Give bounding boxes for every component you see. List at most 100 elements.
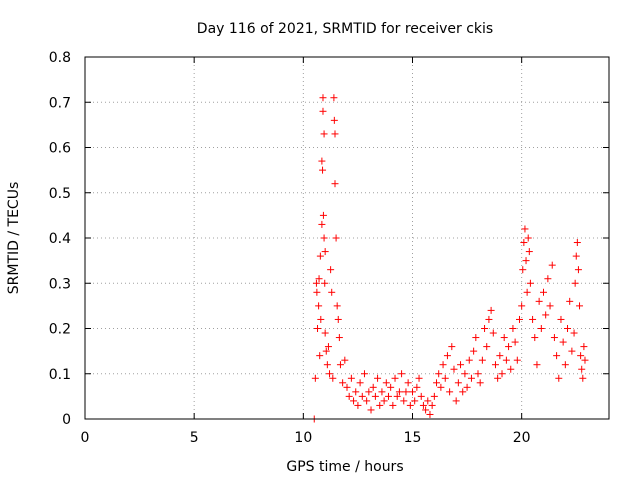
data-point xyxy=(478,356,486,364)
y-tick-label: 0.7 xyxy=(49,95,71,111)
data-point xyxy=(311,374,319,382)
x-tick-label: 20 xyxy=(513,430,531,446)
data-point xyxy=(318,220,326,228)
data-point xyxy=(443,352,451,360)
data-point xyxy=(419,401,427,409)
data-point xyxy=(524,234,532,242)
data-point xyxy=(365,388,373,396)
data-point xyxy=(573,239,581,247)
data-point xyxy=(476,379,484,387)
y-tick-label: 0.6 xyxy=(49,141,71,157)
data-point xyxy=(561,361,569,369)
data-point xyxy=(363,397,371,405)
data-point xyxy=(402,388,410,396)
data-point xyxy=(467,374,475,382)
data-point xyxy=(446,388,454,396)
y-tick-label: 0.2 xyxy=(49,322,71,338)
data-point xyxy=(398,370,406,378)
data-point xyxy=(448,343,456,351)
data-point xyxy=(491,361,499,369)
data-point xyxy=(553,352,561,360)
data-point xyxy=(382,379,390,387)
data-point xyxy=(439,361,447,369)
y-tick-label: 0.1 xyxy=(49,367,71,383)
data-point xyxy=(334,315,342,323)
data-points xyxy=(310,94,589,423)
data-point xyxy=(498,370,506,378)
data-point xyxy=(465,356,473,364)
data-point xyxy=(441,374,449,382)
data-point xyxy=(519,266,527,274)
data-point xyxy=(387,383,395,391)
data-point xyxy=(523,288,531,296)
data-point xyxy=(384,392,392,400)
data-point xyxy=(426,410,434,418)
data-point xyxy=(369,383,377,391)
data-point xyxy=(529,315,537,323)
data-point xyxy=(578,365,586,373)
data-point xyxy=(546,302,554,310)
data-point xyxy=(574,266,582,274)
data-point xyxy=(333,302,341,310)
data-point xyxy=(472,334,480,342)
data-point xyxy=(321,329,329,337)
data-point xyxy=(312,279,320,287)
data-point xyxy=(371,392,379,400)
data-point xyxy=(328,288,336,296)
data-point xyxy=(316,252,324,260)
x-tick-label: 5 xyxy=(190,430,199,446)
data-point xyxy=(330,94,338,102)
data-point xyxy=(341,356,349,364)
data-point xyxy=(324,343,332,351)
data-point xyxy=(315,275,323,283)
y-tick-label: 0.3 xyxy=(49,276,71,292)
data-point xyxy=(559,338,567,346)
data-point xyxy=(454,379,462,387)
data-point xyxy=(350,397,358,405)
data-point xyxy=(576,302,584,310)
data-point xyxy=(380,397,388,405)
data-point xyxy=(422,406,430,414)
data-point xyxy=(515,315,523,323)
data-point xyxy=(319,107,327,115)
data-point xyxy=(424,397,432,405)
grid-lines xyxy=(85,57,609,419)
data-point xyxy=(347,374,355,382)
data-point xyxy=(336,361,344,369)
data-point xyxy=(335,334,343,342)
data-point xyxy=(400,397,408,405)
data-point xyxy=(331,130,339,138)
data-point xyxy=(320,130,328,138)
data-point xyxy=(457,361,465,369)
data-point xyxy=(459,388,467,396)
data-point xyxy=(376,401,384,409)
data-point xyxy=(318,157,326,165)
data-point xyxy=(505,343,513,351)
data-point xyxy=(360,370,368,378)
data-point xyxy=(500,334,508,342)
data-point xyxy=(581,356,589,364)
data-point xyxy=(326,370,334,378)
y-tick-label: 0.4 xyxy=(49,231,71,247)
data-point xyxy=(487,306,495,314)
data-point xyxy=(474,370,482,378)
chart-title: Day 116 of 2021, SRMTID for receiver cki… xyxy=(197,21,493,37)
data-point xyxy=(329,374,337,382)
y-tick-label: 0 xyxy=(62,412,71,428)
data-point xyxy=(358,392,366,400)
data-point xyxy=(378,388,386,396)
data-point xyxy=(331,180,339,188)
data-point xyxy=(548,261,556,269)
data-point xyxy=(356,379,364,387)
data-point xyxy=(550,334,558,342)
data-point xyxy=(579,374,587,382)
data-point xyxy=(339,379,347,387)
data-point xyxy=(321,279,329,287)
data-point xyxy=(430,392,438,400)
data-point xyxy=(481,325,489,332)
data-point xyxy=(470,347,478,355)
data-point xyxy=(409,388,416,396)
data-point xyxy=(450,365,458,373)
data-point xyxy=(321,248,329,256)
data-point xyxy=(411,397,419,405)
